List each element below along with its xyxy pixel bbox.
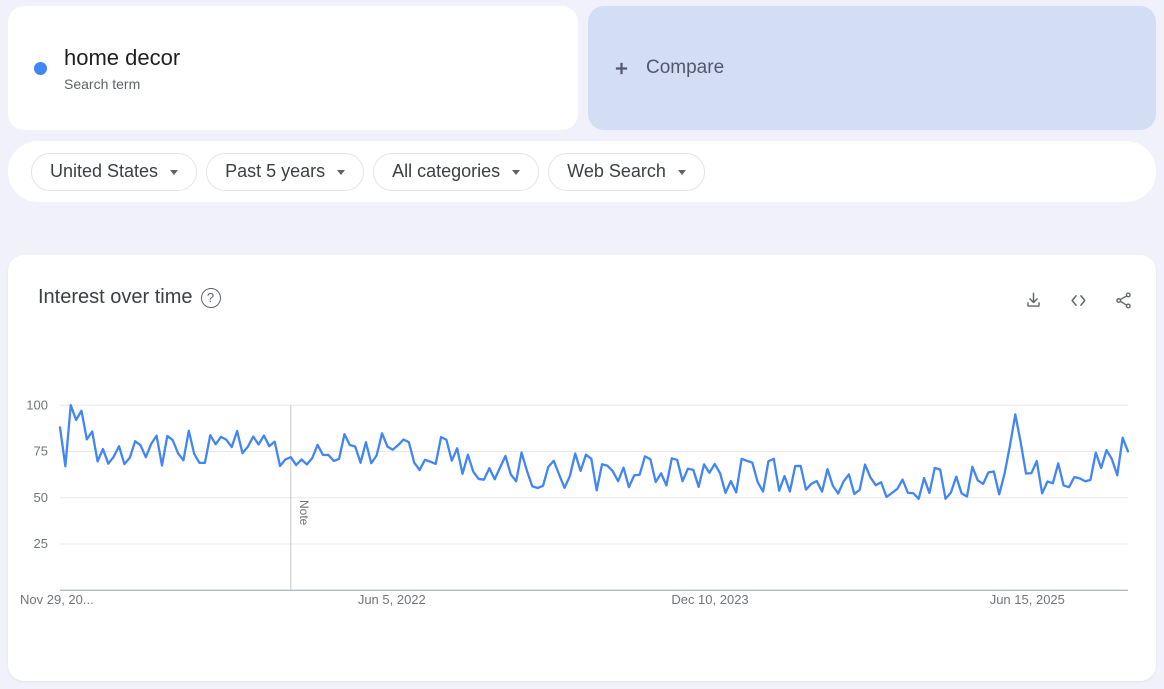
svg-text:100: 100 <box>26 398 48 413</box>
svg-text:25: 25 <box>34 536 48 551</box>
svg-text:Note: Note <box>297 500 311 526</box>
svg-text:Jun 5, 2022: Jun 5, 2022 <box>358 592 426 607</box>
svg-text:Nov 29, 20...: Nov 29, 20... <box>20 592 94 607</box>
svg-text:Dec 10, 2023: Dec 10, 2023 <box>671 592 748 607</box>
svg-text:50: 50 <box>34 490 48 505</box>
svg-text:Jun 15, 2025: Jun 15, 2025 <box>990 592 1065 607</box>
svg-text:75: 75 <box>34 444 48 459</box>
